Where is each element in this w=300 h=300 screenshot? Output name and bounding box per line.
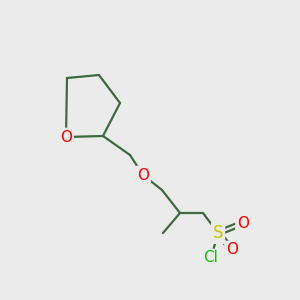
Text: O: O <box>237 215 249 230</box>
Text: O: O <box>60 130 72 145</box>
Text: O: O <box>137 167 149 182</box>
Text: Cl: Cl <box>204 250 218 266</box>
Text: S: S <box>213 224 223 242</box>
Text: O: O <box>226 242 238 257</box>
